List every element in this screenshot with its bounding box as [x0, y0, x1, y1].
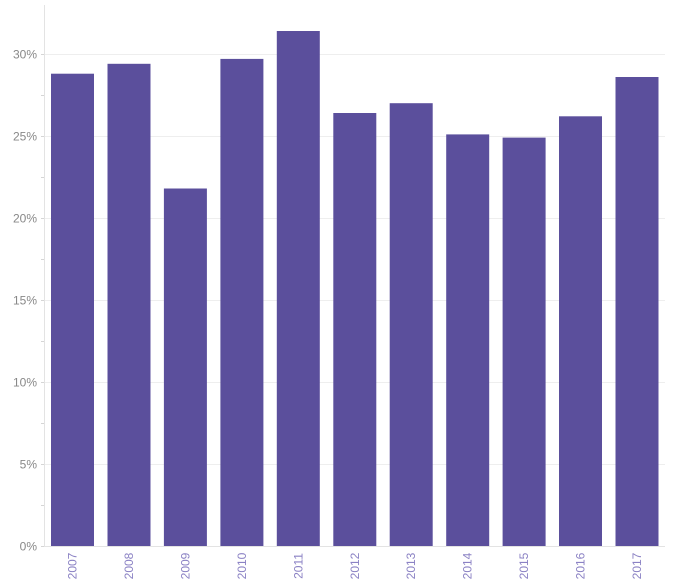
axes — [41, 5, 665, 547]
bar-2011[interactable] — [276, 31, 320, 546]
x-tick-label: 2007 — [66, 552, 80, 579]
x-tick-label: 2010 — [235, 552, 249, 579]
bar-2007[interactable] — [51, 73, 94, 546]
x-tick-label: 2008 — [122, 552, 136, 579]
y-tick-label: 20% — [13, 212, 37, 226]
bar-2009[interactable] — [163, 188, 207, 547]
y-tick-label: 15% — [13, 294, 37, 308]
y-tick-label: 25% — [13, 130, 37, 144]
bar-2014[interactable] — [446, 134, 490, 546]
y-tick-label: 5% — [20, 458, 38, 472]
bar-2013[interactable] — [389, 103, 433, 546]
y-tick-label: 0% — [20, 540, 38, 554]
bar-2016[interactable] — [559, 116, 602, 547]
x-tick-label: 2014 — [461, 552, 475, 579]
x-tick-label: 2012 — [348, 552, 362, 579]
x-tick-label: 2015 — [517, 552, 531, 579]
y-axis-tick-labels: 0% 5% 10% 15% 20% 25% 30% — [13, 48, 37, 554]
bar-2012[interactable] — [333, 113, 377, 546]
x-tick-label: 2016 — [574, 552, 588, 579]
x-tick-label: 2009 — [178, 552, 192, 579]
bar-2010[interactable] — [220, 58, 264, 547]
bar-2017[interactable] — [615, 77, 659, 546]
x-axis-tick-labels: 2007 2008 2009 2010 2011 2012 2013 2014 2015 2016… — [66, 552, 645, 579]
bar-2015[interactable] — [502, 137, 546, 546]
y-tick-label: 30% — [13, 48, 37, 62]
x-tick-label: 2017 — [630, 552, 644, 579]
bars — [51, 31, 659, 547]
x-tick-label: 2011 — [291, 553, 305, 579]
x-tick-label: 2013 — [404, 552, 418, 579]
bar-2008[interactable] — [107, 63, 151, 547]
y-tick-label: 10% — [13, 376, 37, 390]
